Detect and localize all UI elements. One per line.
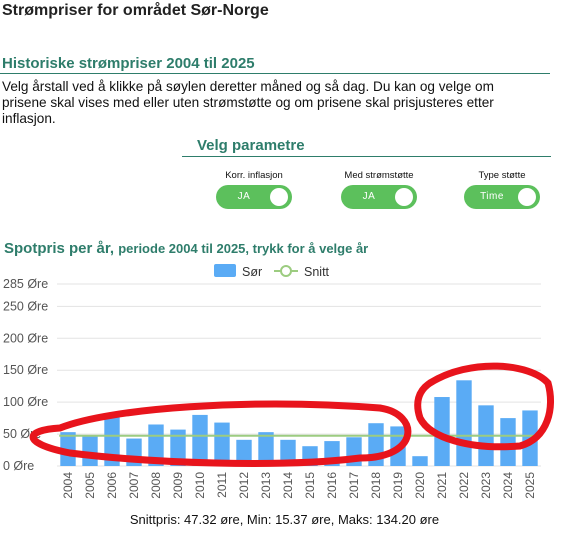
bar-2011[interactable]: [214, 422, 230, 466]
params-title: Velg parametre: [197, 137, 305, 154]
y-tick-label: 200 Øre: [3, 331, 48, 345]
toggle-support-type-switch[interactable]: Time: [464, 185, 540, 209]
bar-2009[interactable]: [170, 429, 186, 466]
x-tick-label: 2008: [149, 472, 163, 499]
x-tick-label: 2009: [171, 472, 185, 499]
toggle-label-support-type: Type støtte: [478, 170, 526, 181]
y-tick-label: 285 Øre: [3, 277, 48, 291]
toggle-group-support: Med strømstøtte JA: [324, 170, 434, 209]
toggle-support-switch[interactable]: JA: [341, 185, 417, 209]
toggle-label-inflation: Korr. inflasjon: [225, 170, 283, 181]
legend-bar-swatch: [214, 264, 236, 277]
page-title: Strømpriser for området Sør-Norge: [2, 2, 269, 19]
legend-line-marker: [280, 265, 292, 277]
x-tick-label: 2017: [347, 472, 361, 499]
toggle-label-support: Med strømstøtte: [344, 170, 414, 181]
x-tick-label: 2021: [435, 472, 449, 499]
toggle-knob: [395, 188, 413, 206]
y-tick-label: 100 Øre: [3, 395, 48, 409]
toggle-knob: [270, 188, 288, 206]
x-tick-label: 2023: [479, 472, 493, 499]
red-annotation-loop-right: [414, 362, 554, 451]
legend-label-snitt: Snitt: [304, 265, 330, 279]
x-tick-label: 2020: [413, 472, 427, 499]
x-tick-label: 2016: [325, 472, 339, 499]
x-tick-label: 2018: [369, 472, 383, 499]
toggle-group-inflation: Korr. inflasjon JA: [199, 170, 309, 209]
x-tick-label: 2024: [501, 472, 515, 499]
bar-2022[interactable]: [456, 380, 472, 466]
chart-title-main: Spotpris per år,: [4, 240, 115, 257]
x-tick-label: 2004: [61, 472, 75, 499]
history-section-title: Historiske strømpriser 2004 til 2025: [2, 55, 255, 72]
x-tick-label: 2011: [215, 472, 229, 498]
bar-2006[interactable]: [104, 414, 120, 466]
toggle-support-type-value: Time: [480, 191, 504, 202]
x-tick-label: 2022: [457, 472, 471, 499]
x-tick-label: 2014: [281, 472, 295, 499]
toggle-support-value: JA: [362, 191, 376, 202]
history-intro-text: Velg årstall ved å klikke på søylen dere…: [2, 79, 494, 126]
y-tick-label: 0 Øre: [3, 459, 34, 473]
x-tick-label: 2005: [83, 472, 97, 499]
x-tick-label: 2015: [303, 472, 317, 499]
x-tick-label: 2025: [523, 472, 537, 499]
chart-subtitle: periode 2004 til 2025, trykk for å velge…: [118, 241, 369, 256]
legend-label-sor: Sør: [242, 265, 262, 279]
bar-2013[interactable]: [258, 432, 274, 466]
bar-2020[interactable]: [412, 456, 428, 466]
x-tick-label: 2013: [259, 472, 273, 499]
stats-summary: Snittpris: 47.32 øre, Min: 15.37 øre, Ma…: [129, 512, 440, 527]
x-tick-label: 2010: [193, 472, 207, 499]
toggle-inflation-value: JA: [237, 191, 251, 202]
y-tick-label: 250 Øre: [3, 299, 48, 313]
bar-2005[interactable]: [82, 435, 98, 466]
x-tick-label: 2012: [237, 472, 251, 499]
bar-2021[interactable]: [434, 397, 450, 466]
bar-2010[interactable]: [192, 414, 208, 466]
red-annotation-loop-left: [29, 400, 412, 467]
x-tick-label: 2019: [391, 472, 405, 499]
toggle-knob: [518, 188, 536, 206]
toggle-group-support-type: Type støtte Time: [447, 170, 557, 209]
params-divider: [182, 156, 551, 157]
bar-2012[interactable]: [236, 439, 252, 466]
chart-title: Spotpris per år, periode 2004 til 2025, …: [4, 240, 368, 257]
x-tick-label: 2006: [105, 472, 119, 499]
history-section-divider: [0, 73, 550, 74]
x-tick-label: 2007: [127, 472, 141, 499]
toggle-inflation-switch[interactable]: JA: [216, 185, 292, 209]
y-tick-label: 150 Øre: [3, 363, 48, 377]
bar-2024[interactable]: [500, 418, 516, 466]
